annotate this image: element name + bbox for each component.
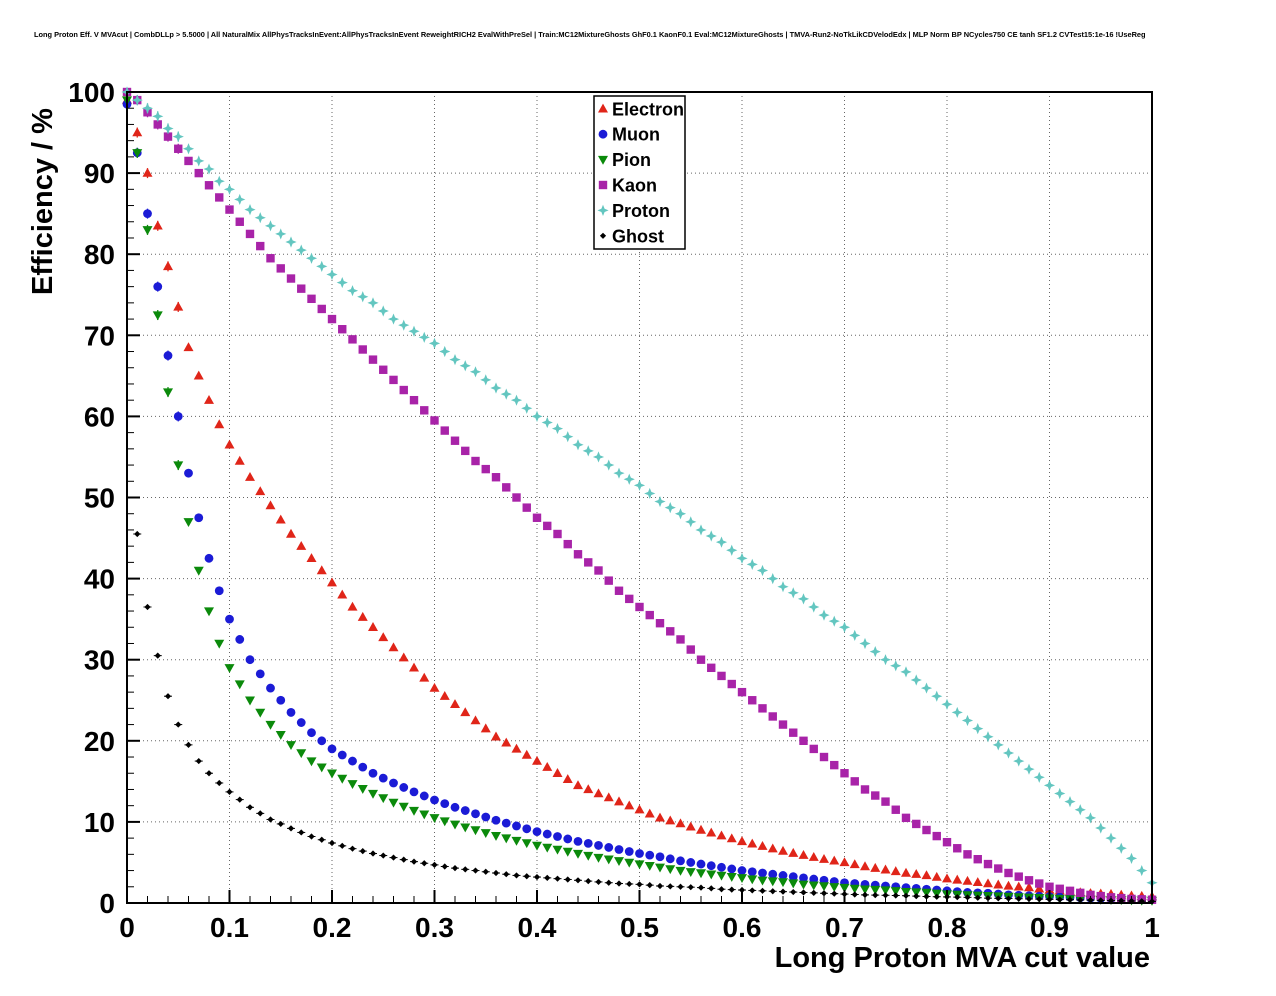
x-tick-label: 0.6	[723, 912, 762, 943]
series-proton	[121, 86, 1158, 889]
y-tick-label: 60	[84, 401, 115, 432]
series-ghost	[133, 530, 1156, 905]
y-axis-title: Efficiency / %	[27, 108, 59, 295]
x-tick-label: 0.4	[518, 912, 557, 943]
legend-entry-pion: Pion	[598, 150, 651, 170]
x-axis-title: Long Proton MVA cut value	[775, 942, 1150, 974]
legend-label: Muon	[612, 125, 660, 145]
x-tick-label: 0.3	[415, 912, 454, 943]
x-tick-label: 1	[1144, 912, 1160, 943]
legend-label: Proton	[612, 201, 670, 221]
legend-entry-electron: Electron	[598, 99, 684, 119]
axis-ticks	[126, 91, 1153, 904]
y-tick-label: 40	[84, 564, 115, 595]
legend-label: Ghost	[612, 226, 664, 246]
legend-label: Electron	[612, 99, 684, 119]
x-tick-label: 0.8	[928, 912, 967, 943]
y-tick-label: 70	[84, 320, 115, 351]
legend-label: Kaon	[612, 176, 657, 196]
y-tick-label: 30	[84, 645, 115, 676]
y-tick-label: 10	[84, 807, 115, 838]
y-tick-label: 50	[84, 483, 115, 514]
y-tick-label: 20	[84, 726, 115, 757]
y-tick-label: 100	[68, 77, 115, 108]
legend-box	[593, 95, 686, 250]
legend-entry-proton: Proton	[597, 201, 670, 221]
y-tick-label: 0	[99, 888, 115, 919]
legend-entry-kaon: Kaon	[598, 176, 657, 196]
y-tick-label: 80	[84, 239, 115, 270]
x-tick-label: 0.2	[313, 912, 352, 943]
x-tick-label: 0.5	[620, 912, 659, 943]
series-kaon	[122, 87, 1157, 904]
legend-entry-muon: Muon	[598, 125, 660, 145]
y-tick-label: 90	[84, 158, 115, 189]
x-tick-label: 0.7	[825, 912, 864, 943]
legend: Electron Muon Pion Kaon Proton Ghost	[593, 95, 686, 250]
y-tick-labels: 0 10 20 30 40 50 60 70 80 90 100	[68, 77, 115, 919]
x-tick-label: 0	[119, 912, 135, 943]
plot-title: Long Proton Eff. V MVAcut | CombDLLp > 5…	[34, 30, 1146, 39]
x-tick-label: 0.9	[1030, 912, 1069, 943]
legend-entry-ghost: Ghost	[599, 226, 664, 246]
x-tick-labels: 0 0.1 0.2 0.3 0.4 0.5 0.6 0.7 0.8 0.9 1	[119, 912, 1160, 943]
x-tick-label: 0.1	[210, 912, 249, 943]
legend-label: Pion	[612, 150, 651, 170]
